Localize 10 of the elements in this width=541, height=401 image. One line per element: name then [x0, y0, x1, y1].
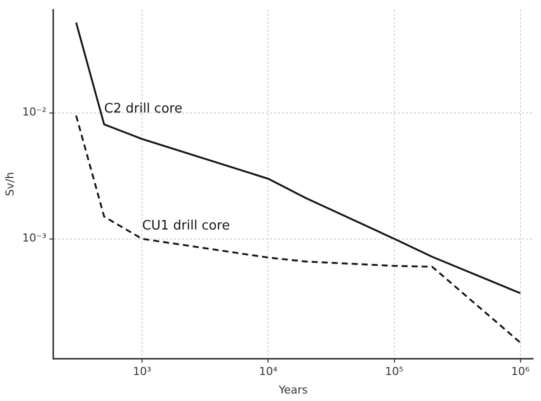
- x-tick-label: 10⁶: [511, 365, 530, 378]
- annotation: C2 drill core: [104, 102, 182, 117]
- x-tick-label: 10⁵: [385, 365, 404, 378]
- y-tick-label: 10⁻³: [22, 232, 46, 245]
- y-axis-title: Sv/h: [3, 172, 16, 196]
- y-tick-label: 10⁻²: [22, 106, 46, 119]
- x-axis-title: Years: [278, 383, 308, 396]
- x-tick-label: 10³: [132, 365, 152, 378]
- x-tick-label: 10⁴: [258, 365, 278, 378]
- annotation: CU1 drill core: [142, 218, 230, 234]
